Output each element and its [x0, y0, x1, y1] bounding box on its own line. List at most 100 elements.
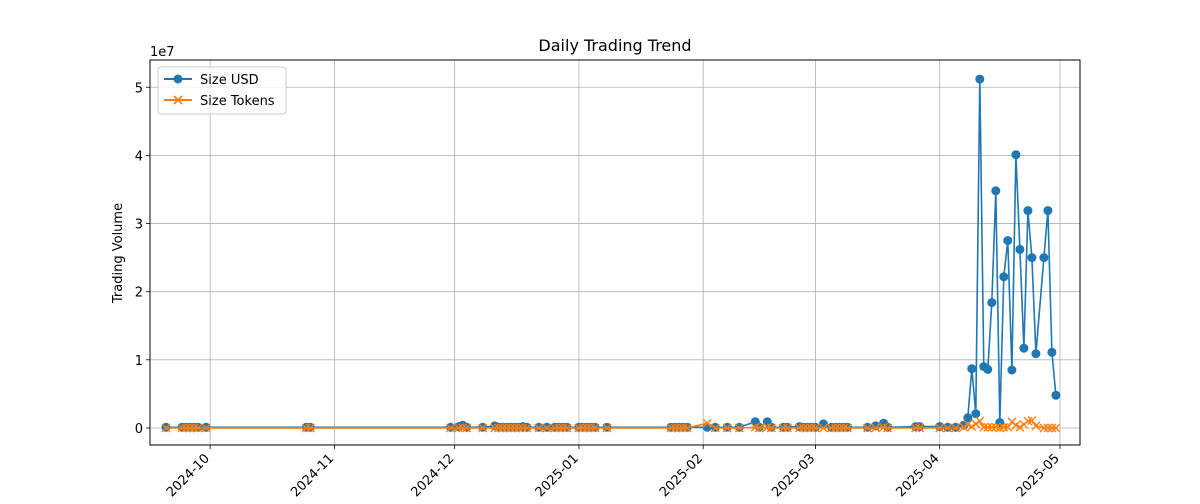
y-tick-label: 1: [135, 354, 143, 369]
data-point-size-tokens: [462, 423, 472, 433]
legend-label-size-tokens: Size Tokens: [200, 94, 275, 109]
data-point-size-tokens: [550, 423, 560, 433]
data-point-size-tokens: [754, 423, 764, 433]
data-point-size-usd: [987, 298, 997, 308]
data-point-size-tokens: [201, 423, 211, 433]
data-point-size-tokens: [534, 423, 544, 433]
data-point-size-usd: [935, 422, 945, 432]
data-point-size-tokens: [710, 423, 720, 433]
data-point-size-tokens: [177, 423, 187, 433]
data-point-size-tokens: [702, 418, 712, 428]
data-point-size-usd: [1003, 236, 1013, 246]
data-point-size-tokens: [838, 423, 848, 433]
data-point-size-tokens: [794, 423, 804, 433]
data-point-size-tokens: [806, 423, 816, 433]
data-point-size-tokens: [722, 423, 732, 433]
data-point-size-tokens: [666, 423, 676, 433]
data-point-size-tokens: [999, 422, 1009, 432]
data-point-size-tokens: [558, 423, 568, 433]
data-point-size-tokens: [305, 423, 315, 433]
data-point-size-tokens: [1043, 423, 1053, 433]
data-point-size-tokens: [574, 423, 584, 433]
data-point-size-tokens: [193, 423, 203, 433]
data-point-size-usd: [1027, 253, 1037, 263]
data-point-size-tokens: [542, 423, 552, 433]
data-point-size-tokens: [498, 423, 508, 433]
data-point-size-usd: [1051, 390, 1061, 400]
data-point-size-tokens: [522, 423, 532, 433]
x-tick-label: 2025-04: [894, 451, 943, 500]
data-point-size-tokens: [979, 422, 989, 432]
data-point-size-tokens: [1039, 423, 1049, 433]
data-point-size-tokens: [810, 423, 820, 433]
data-point-size-tokens: [454, 423, 464, 433]
legend-marker-size-tokens: [173, 95, 183, 105]
series-line-size-usd: [166, 78, 1057, 429]
data-point-size-usd: [1019, 343, 1029, 353]
data-point-size-tokens: [1047, 423, 1057, 433]
chart-title: Daily Trading Trend: [538, 36, 691, 55]
y-tick-label: 3: [135, 218, 143, 233]
data-point-size-tokens: [830, 423, 840, 433]
data-point-size-tokens: [782, 423, 792, 433]
y-axis-label: Trading Volume: [111, 203, 126, 304]
data-point-size-usd: [991, 186, 1001, 196]
data-point-size-tokens: [670, 423, 680, 433]
data-point-size-tokens: [967, 422, 977, 432]
data-point-size-tokens: [1051, 423, 1061, 433]
data-point-size-tokens: [983, 422, 993, 432]
data-point-size-tokens: [951, 423, 961, 433]
data-point-size-tokens: [189, 423, 199, 433]
data-point-size-usd: [999, 272, 1009, 282]
data-point-size-usd: [1039, 253, 1049, 263]
data-point-size-tokens: [185, 423, 195, 433]
data-point-size-tokens: [915, 423, 925, 433]
y-tick-label: 0: [135, 422, 143, 437]
data-point-size-tokens: [1027, 415, 1037, 425]
data-point-size-tokens: [518, 423, 528, 433]
data-point-size-usd: [1007, 365, 1017, 375]
y-tick-label: 4: [135, 149, 143, 164]
data-point-size-tokens: [826, 423, 836, 433]
data-point-size-tokens: [802, 423, 812, 433]
x-axis: 2024-10 2024-11 2024-12 2025-01 2025-02 2025-…: [164, 445, 1063, 500]
data-point-size-tokens: [818, 423, 828, 433]
data-point-size-tokens: [863, 423, 873, 433]
data-point-size-tokens: [1003, 422, 1013, 432]
y-axis: 0 1 2 3 4 5: [135, 81, 150, 437]
data-point-size-usd: [1015, 244, 1025, 254]
y-tick-label: 2: [135, 286, 143, 301]
data-point-size-tokens: [943, 423, 953, 433]
x-tick-label: 2025-02: [657, 451, 706, 500]
x-tick-label: 2025-03: [769, 451, 818, 500]
legend: Size USD Size Tokens: [157, 66, 287, 115]
x-tick-label: 2024-12: [408, 451, 457, 500]
data-point-size-tokens: [1015, 422, 1025, 432]
data-point-size-tokens: [494, 423, 504, 433]
x-tick-label: 2024-11: [288, 451, 337, 500]
data-point-size-tokens: [798, 423, 808, 433]
data-point-size-usd: [975, 74, 985, 84]
data-point-size-tokens: [590, 423, 600, 433]
data-point-size-tokens: [602, 423, 612, 433]
data-point-size-tokens: [562, 423, 572, 433]
data-point-size-tokens: [678, 423, 688, 433]
data-point-size-usd: [1047, 347, 1057, 357]
data-point-size-usd: [1031, 349, 1041, 359]
data-point-size-tokens: [582, 423, 592, 433]
y-tick-label: 5: [135, 81, 143, 96]
data-point-size-tokens: [766, 423, 776, 433]
data-point-size-usd: [963, 413, 973, 423]
legend-label-size-usd: Size USD: [200, 73, 259, 88]
y-axis-offset-label: 1e7: [150, 45, 175, 60]
data-point-size-tokens: [975, 416, 985, 426]
data-point-size-tokens: [502, 423, 512, 433]
data-point-size-tokens: [734, 423, 744, 433]
data-point-size-tokens: [446, 423, 456, 433]
x-tick-label: 2025-05: [1014, 451, 1063, 500]
data-point-size-tokens: [778, 423, 788, 433]
plot-frame: [149, 59, 1081, 446]
data-point-size-usd: [971, 409, 981, 419]
data-point-size-usd: [967, 364, 977, 374]
